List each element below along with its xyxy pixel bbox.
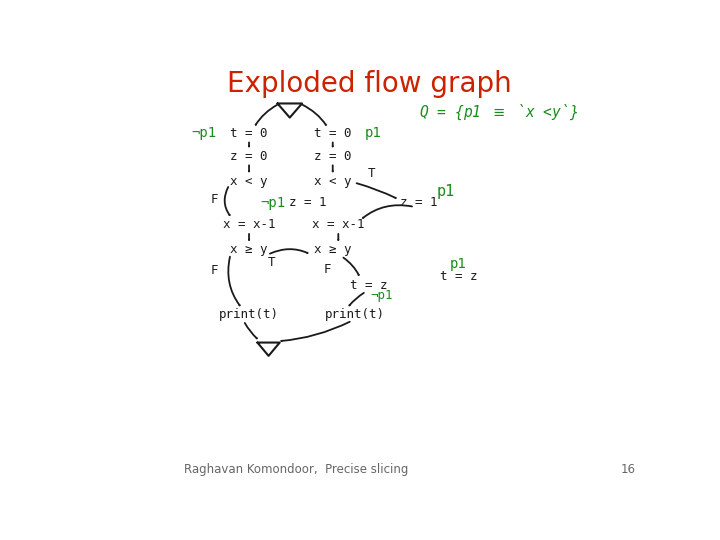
Text: Q = {p1 $\equiv$ `x <y`}: Q = {p1 $\equiv$ `x <y`} (419, 103, 578, 123)
Text: 16: 16 (621, 463, 636, 476)
Text: print(t): print(t) (219, 308, 279, 321)
Text: x = x-1: x = x-1 (312, 218, 364, 231)
Text: ¬p1: ¬p1 (261, 196, 286, 210)
Text: x ≥ y: x ≥ y (314, 244, 351, 256)
Text: p1: p1 (450, 256, 467, 271)
Text: z = 0: z = 0 (314, 150, 351, 163)
Text: x ≥ y: x ≥ y (230, 244, 268, 256)
Text: t = z: t = z (350, 279, 388, 292)
Text: ¬p1: ¬p1 (370, 289, 392, 302)
Text: print(t): print(t) (325, 308, 385, 321)
Text: p1: p1 (437, 184, 455, 199)
Text: x < y: x < y (314, 175, 351, 188)
Text: ¬p1: ¬p1 (192, 126, 217, 139)
Text: F: F (211, 264, 218, 277)
Text: Exploded flow graph: Exploded flow graph (227, 70, 511, 98)
Text: t = 0: t = 0 (314, 127, 351, 140)
Text: F: F (323, 264, 331, 276)
Text: t = 0: t = 0 (230, 127, 268, 140)
Text: Raghavan Komondoor,  Precise slicing: Raghavan Komondoor, Precise slicing (184, 463, 409, 476)
Text: x = x-1: x = x-1 (222, 218, 275, 231)
Text: x < y: x < y (230, 175, 268, 188)
Text: T: T (268, 256, 275, 269)
Text: F: F (211, 193, 218, 206)
Text: z = 0: z = 0 (230, 150, 268, 163)
Text: t = z: t = z (439, 271, 477, 284)
Text: z = 1: z = 1 (400, 195, 438, 208)
Text: p1: p1 (364, 126, 382, 139)
Text: T: T (368, 167, 376, 180)
Text: z = 1: z = 1 (289, 195, 326, 208)
